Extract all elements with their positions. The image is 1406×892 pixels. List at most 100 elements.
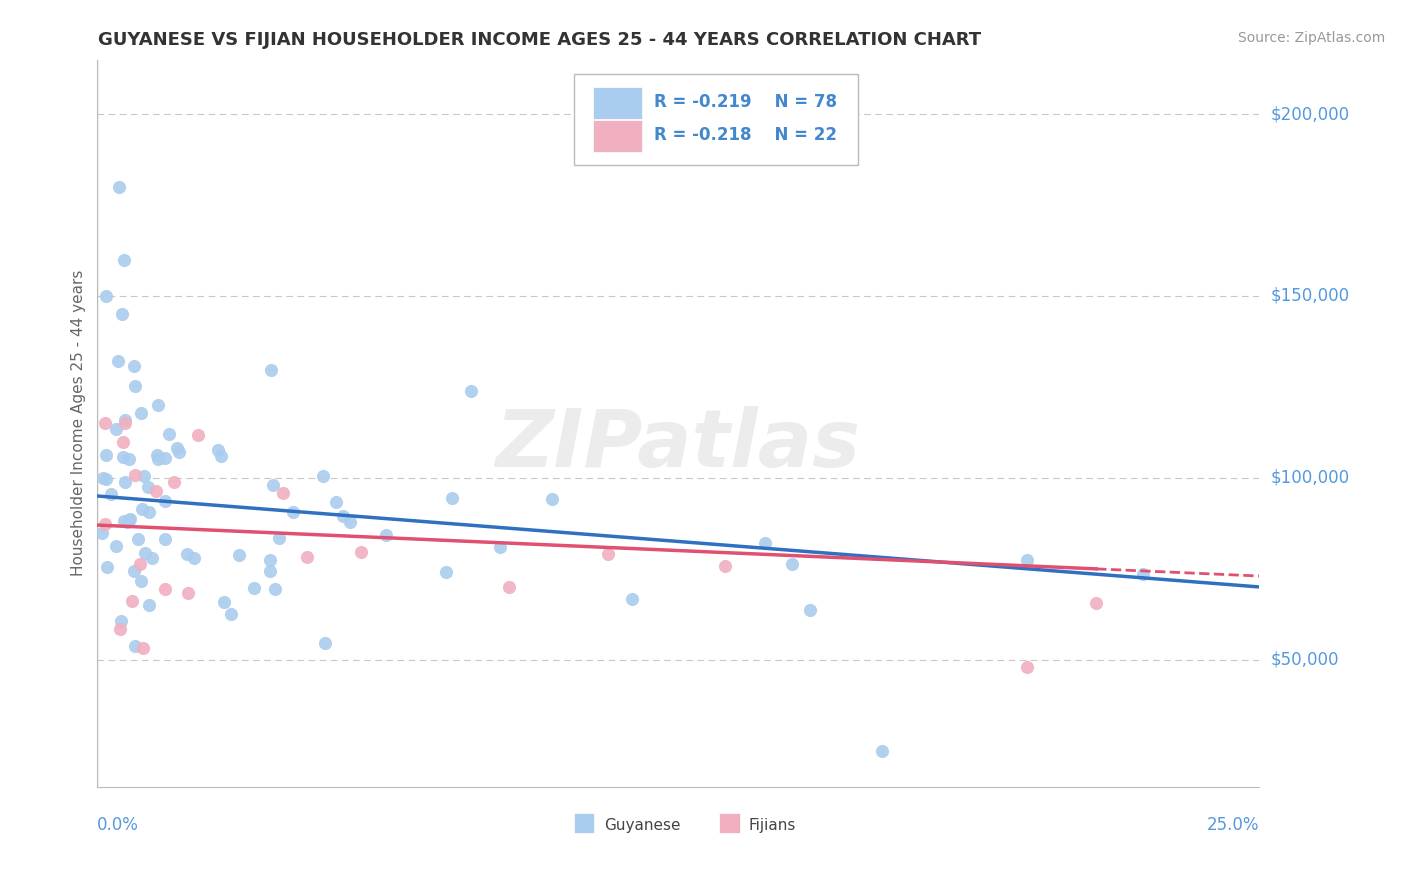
Point [314, 636, 336, 650]
Point [129, 574, 152, 588]
FancyBboxPatch shape [574, 74, 858, 165]
Point [1085, 596, 1108, 610]
Point [281, 506, 304, 520]
Point [108, 180, 131, 194]
Point [460, 384, 482, 399]
Point [141, 550, 163, 565]
Point [498, 580, 520, 594]
Point [145, 483, 167, 498]
Point [260, 363, 283, 377]
Point [269, 531, 291, 545]
Point [117, 452, 139, 467]
Point [166, 441, 188, 455]
Point [228, 548, 250, 562]
Point [110, 622, 132, 636]
Point [489, 540, 512, 554]
FancyBboxPatch shape [593, 87, 643, 120]
Point [111, 307, 134, 321]
Point [107, 354, 129, 368]
Point [93, 471, 115, 485]
Point [332, 509, 354, 524]
Point [115, 516, 138, 530]
Point [183, 551, 205, 566]
Point [163, 475, 186, 490]
Point [114, 413, 136, 427]
Point [124, 378, 146, 392]
Point [138, 598, 160, 612]
Point [870, 743, 893, 757]
Point [146, 452, 169, 467]
Text: Fijians: Fijians [749, 818, 796, 833]
Point [177, 586, 200, 600]
Text: $150,000: $150,000 [1271, 287, 1350, 305]
Point [153, 450, 176, 465]
Point [94, 417, 117, 431]
Point [122, 359, 145, 374]
Text: R = -0.218    N = 22: R = -0.218 N = 22 [654, 126, 837, 144]
Point [96, 560, 118, 574]
Point [134, 469, 156, 483]
Point [271, 486, 294, 500]
Point [132, 640, 155, 655]
Point [212, 594, 235, 608]
Point [94, 289, 117, 303]
Point [94, 448, 117, 462]
Point [153, 494, 176, 508]
Point [100, 487, 122, 501]
Point [219, 607, 242, 621]
Point [118, 513, 141, 527]
Point [146, 398, 169, 412]
Point [153, 582, 176, 596]
Point [325, 494, 347, 508]
Text: $200,000: $200,000 [1271, 105, 1350, 123]
Point [262, 478, 284, 492]
Point [799, 603, 821, 617]
Point [1132, 567, 1154, 582]
FancyBboxPatch shape [593, 120, 643, 152]
Point [209, 449, 232, 463]
Point [176, 547, 198, 561]
Text: $50,000: $50,000 [1271, 650, 1339, 669]
Point [111, 450, 134, 464]
Point [243, 581, 266, 595]
Point [138, 505, 160, 519]
Point [259, 552, 281, 566]
Point [754, 536, 776, 550]
Point [134, 546, 156, 560]
Point [114, 417, 136, 431]
Point [112, 514, 135, 528]
Point [207, 442, 229, 457]
Point [114, 475, 136, 489]
Point [121, 594, 143, 608]
Point [312, 468, 335, 483]
Y-axis label: Householder Income Ages 25 - 44 years: Householder Income Ages 25 - 44 years [72, 270, 86, 576]
Point [339, 515, 361, 529]
Point [118, 512, 141, 526]
Point [295, 549, 318, 564]
Point [167, 444, 190, 458]
Point [441, 491, 464, 505]
Point [112, 252, 135, 267]
Point [434, 566, 457, 580]
Point [104, 540, 127, 554]
Point [598, 547, 620, 561]
Text: ZIPatlas: ZIPatlas [495, 406, 860, 484]
Point [349, 545, 371, 559]
Point [1015, 660, 1038, 674]
Point [122, 564, 145, 578]
Point [1015, 553, 1038, 567]
Point [187, 428, 209, 442]
Text: GUYANESE VS FIJIAN HOUSEHOLDER INCOME AGES 25 - 44 YEARS CORRELATION CHART: GUYANESE VS FIJIAN HOUSEHOLDER INCOME AG… [98, 31, 981, 49]
Text: Guyanese: Guyanese [603, 818, 681, 833]
Point [124, 467, 146, 482]
Point [620, 591, 643, 606]
Text: 0.0%: 0.0% [97, 816, 139, 834]
Point [264, 582, 287, 597]
Point [110, 614, 132, 628]
Point [375, 528, 398, 542]
Point [259, 564, 281, 578]
Point [124, 640, 146, 654]
Point [111, 434, 134, 449]
Text: Source: ZipAtlas.com: Source: ZipAtlas.com [1237, 31, 1385, 45]
Bar [574, 814, 595, 833]
